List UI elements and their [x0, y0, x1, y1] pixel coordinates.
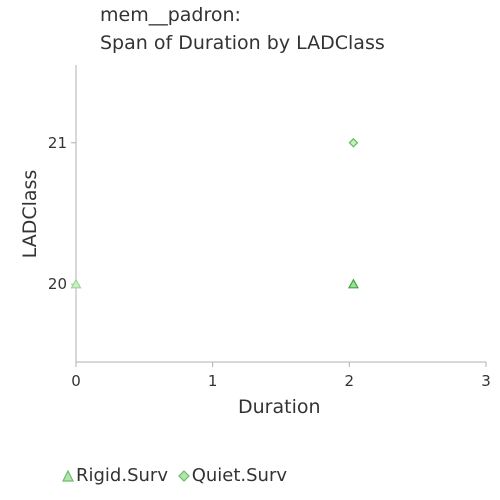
- y-tick-label: 20: [48, 275, 67, 293]
- x-tick-label: 1: [208, 372, 218, 390]
- y-axis-label: LADClass: [19, 169, 41, 259]
- triangle-icon: [62, 470, 74, 482]
- legend-item-rigid-surv[interactable]: Rigid.Surv: [62, 465, 168, 486]
- data-point-quiet-surv: [348, 137, 359, 148]
- legend-label: Quiet.Surv: [191, 465, 288, 486]
- chart-title-line-2: Span of Duration by LADClass: [100, 32, 385, 54]
- x-axis-label: Duration: [238, 396, 321, 418]
- data-point-rigid-surv: [70, 278, 82, 289]
- legend-item-quiet-surv[interactable]: Quiet.Surv: [177, 465, 288, 486]
- legend: Rigid.Surv Quiet.Surv: [62, 465, 291, 486]
- x-tick-label: 0: [71, 372, 81, 390]
- x-tick-label: 3: [481, 372, 491, 390]
- y-tick-label: 21: [48, 134, 67, 152]
- x-tick-label: 2: [345, 372, 355, 390]
- legend-label: Rigid.Surv: [76, 465, 168, 486]
- diamond-icon: [177, 470, 190, 482]
- data-point-rigid-surv: [347, 278, 359, 289]
- chart-title-line-1: mem__padron:: [100, 4, 241, 26]
